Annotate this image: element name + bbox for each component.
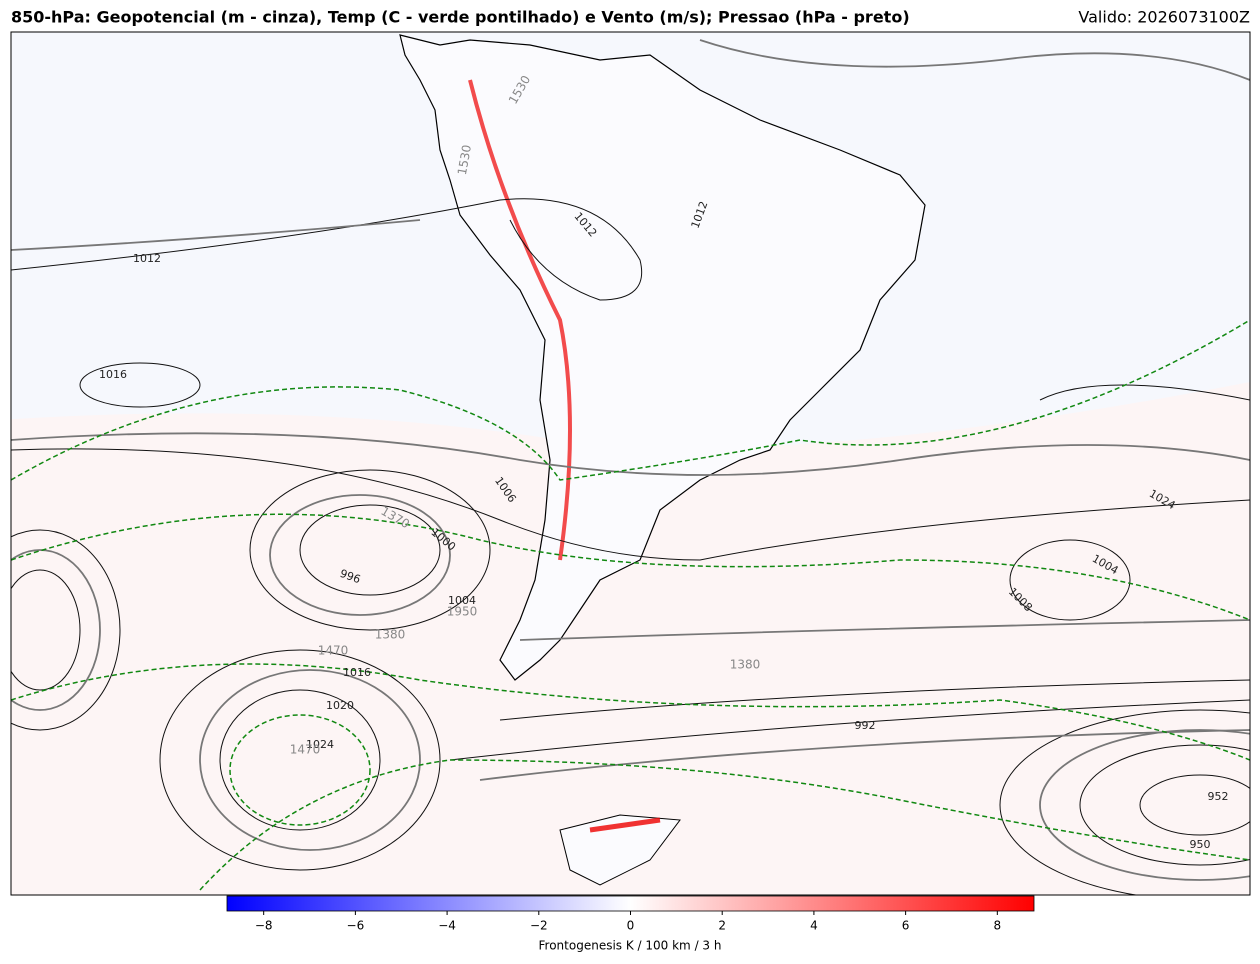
- pressure-contours: [11, 198, 1250, 895]
- contour-label: 1016: [343, 666, 371, 679]
- colorbar-tick-label: 8: [993, 919, 1001, 933]
- contour-label: 1004: [448, 594, 476, 607]
- map: [11, 32, 1250, 895]
- continent: [399, 34, 926, 681]
- contour-label: 1020: [326, 699, 354, 712]
- colorbar-tick-label: 6: [902, 919, 910, 933]
- colorbar-tick-label: −2: [530, 919, 548, 933]
- valid-time: Valido: 2026073100Z: [1078, 8, 1250, 27]
- contour-label: 1470: [290, 743, 321, 757]
- colorbar-tick-label: −8: [255, 919, 273, 933]
- map-frame: [10, 31, 1251, 896]
- contour-label: 1380: [375, 628, 406, 642]
- colorbar-tick-label: −4: [438, 919, 456, 933]
- colorbar-tick-label: 0: [627, 919, 635, 933]
- contour-label: 1016: [99, 368, 127, 381]
- contour-label: 1012: [133, 252, 161, 265]
- height-contours: [11, 39, 1250, 881]
- temperature-contours: [11, 319, 1250, 891]
- contour-label: 1950: [447, 605, 478, 619]
- colorbar-label: Frontogenesis K / 100 km / 3 h: [539, 939, 722, 953]
- contour-label: 1024: [306, 738, 334, 751]
- colorbar-tick-label: 4: [810, 919, 818, 933]
- colorbar-tick-label: −6: [347, 919, 365, 933]
- colorbar: −8 −6 −4 −2 0 2 4 6 8: [226, 895, 1035, 933]
- colorbar-tick-label: 2: [718, 919, 726, 933]
- contour-label: 992: [855, 719, 876, 732]
- contour-label: 1380: [730, 658, 761, 672]
- contour-label: 952: [1208, 790, 1229, 803]
- contour-label: 950: [1190, 838, 1211, 851]
- colorbar-scale: [226, 895, 1035, 912]
- contour-label: 1470: [318, 644, 349, 658]
- contour-label: 1530: [455, 144, 474, 177]
- title: 850-hPa: Geopotencial (m - cinza), Temp …: [11, 8, 910, 27]
